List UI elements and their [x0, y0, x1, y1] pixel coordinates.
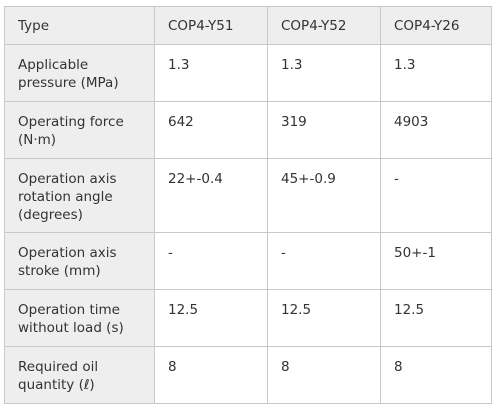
table-cell: 642 — [154, 101, 268, 159]
model-header-cop4-y26: COP4-Y26 — [380, 6, 492, 45]
table-row: Operation axis stroke (mm) - - 50+-1 — [4, 232, 492, 290]
table-cell: 8 — [267, 346, 381, 404]
table-cell: 50+-1 — [380, 232, 492, 290]
table-cell: 4903 — [380, 101, 492, 159]
type-header: Type — [4, 6, 155, 45]
table-row: Operating force (N·m) 642 319 4903 — [4, 101, 492, 159]
table-cell: 1.3 — [380, 44, 492, 102]
header-row: Type COP4-Y51 COP4-Y52 COP4-Y26 — [4, 6, 492, 45]
table-cell: 1.3 — [154, 44, 268, 102]
table-cell: 319 — [267, 101, 381, 159]
row-label-rotation-angle: Operation axis rotation angle (degrees) — [4, 158, 155, 233]
table-cell: 45+-0.9 — [267, 158, 381, 233]
table-row: Required oil quantity (ℓ) 8 8 8 — [4, 346, 492, 404]
row-label-operating-force: Operating force (N·m) — [4, 101, 155, 159]
table-row: Applicable pressure (MPa) 1.3 1.3 1.3 — [4, 44, 492, 102]
table-cell: 8 — [380, 346, 492, 404]
table-row: Operation time without load (s) 12.5 12.… — [4, 289, 492, 347]
table-cell: 1.3 — [267, 44, 381, 102]
table-cell: - — [380, 158, 492, 233]
table-cell: 12.5 — [380, 289, 492, 347]
table-cell: 12.5 — [154, 289, 268, 347]
row-label-axis-stroke: Operation axis stroke (mm) — [4, 232, 155, 290]
table-row: Operation axis rotation angle (degrees) … — [4, 158, 492, 233]
table-cell: 22+-0.4 — [154, 158, 268, 233]
spec-table: Type COP4-Y51 COP4-Y52 COP4-Y26 Applicab… — [4, 6, 492, 404]
table-cell: - — [267, 232, 381, 290]
row-label-oil-quantity: Required oil quantity (ℓ) — [4, 346, 155, 404]
row-label-applicable-pressure: Applicable pressure (MPa) — [4, 44, 155, 102]
model-header-cop4-y52: COP4-Y52 — [267, 6, 381, 45]
row-label-operation-time: Operation time without load (s) — [4, 289, 155, 347]
table-cell: - — [154, 232, 268, 290]
table-cell: 8 — [154, 346, 268, 404]
table-cell: 12.5 — [267, 289, 381, 347]
model-header-cop4-y51: COP4-Y51 — [154, 6, 268, 45]
